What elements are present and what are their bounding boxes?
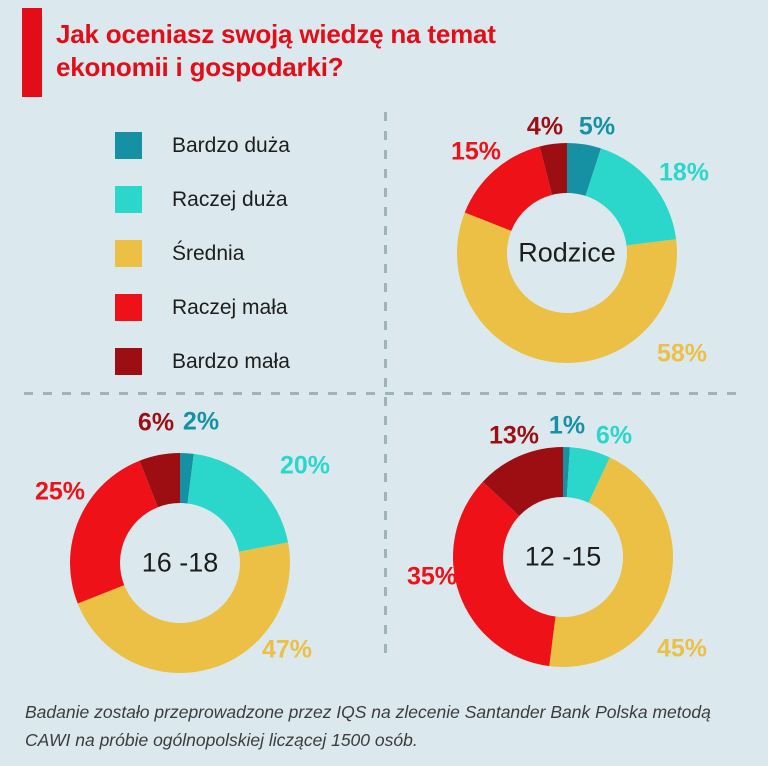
legend-item-srednia: Średnia xyxy=(115,240,290,267)
pct-label-12-15-raczej-duza: 6% xyxy=(595,421,633,450)
pct-label-16-18-raczej-duza: 20% xyxy=(279,451,331,480)
donut-chart-16-18: 16 -18 xyxy=(68,451,292,675)
donut-16-18-center-label: 16 -18 xyxy=(141,547,219,578)
pct-label-12-15-srednia: 45% xyxy=(656,634,708,663)
pct-label-rodzice-raczej-mala: 15% xyxy=(450,137,502,166)
pct-label-16-18-bardzo-mala: 6% xyxy=(137,408,175,437)
pct-label-16-18-bardzo-duza: 2% xyxy=(182,407,220,436)
donut-12-15-center-label: 12 -15 xyxy=(524,541,602,572)
horizontal-dashed-divider xyxy=(24,392,746,395)
legend-label-srednia: Średnia xyxy=(172,241,245,265)
pct-label-16-18-srednia: 47% xyxy=(261,635,313,664)
donut-rodzice-center-label: Rodzice xyxy=(518,237,616,268)
pct-label-12-15-raczej-mala: 35% xyxy=(406,562,458,591)
legend-item-raczej-duza: Raczej duża xyxy=(115,186,290,213)
pct-label-rodzice-bardzo-mala: 4% xyxy=(526,112,564,141)
legend-label-bardzo-duza: Bardzo duża xyxy=(172,133,290,157)
legend-label-raczej-mala: Raczej mała xyxy=(172,295,288,319)
donut-16-18-svg xyxy=(70,453,290,673)
donut-chart-12-15: 12 -15 xyxy=(451,445,675,669)
legend-swatch-raczej-mala xyxy=(115,294,142,321)
legend-swatch-srednia xyxy=(115,240,142,267)
pct-label-16-18-raczej-mala: 25% xyxy=(34,477,86,506)
pct-label-12-15-bardzo-duza: 1% xyxy=(548,411,586,440)
pct-label-rodzice-raczej-duza: 18% xyxy=(658,158,710,187)
legend-swatch-raczej-duza xyxy=(115,186,142,213)
page-title-line2: ekonomii i gospodarki? xyxy=(56,52,344,82)
footer-note-line1: Badanie zostało przeprowadzone przez IQS… xyxy=(25,702,711,722)
donut-12-15-svg xyxy=(453,447,673,667)
legend-item-bardzo-mala: Bardzo mała xyxy=(115,348,290,375)
legend-swatch-bardzo-mala xyxy=(115,348,142,375)
legend-label-raczej-duza: Raczej duża xyxy=(172,187,288,211)
legend-swatch-bardzo-duza xyxy=(115,132,142,159)
chart-legend: Bardzo duża Raczej duża Średnia Raczej m… xyxy=(115,132,290,402)
donut-chart-rodzice: Rodzice xyxy=(455,141,679,365)
page-title-line1: Jak oceniasz swoją wiedzę na temat xyxy=(56,19,496,49)
page-title: Jak oceniasz swoją wiedzę na temat ekono… xyxy=(56,18,496,84)
pct-label-12-15-bardzo-mala: 13% xyxy=(488,421,540,450)
pct-label-rodzice-bardzo-duza: 5% xyxy=(578,112,616,141)
title-accent-bar xyxy=(22,8,42,97)
legend-item-bardzo-duza: Bardzo duża xyxy=(115,132,290,159)
donut-rodzice-svg xyxy=(457,143,677,364)
footer-note-line2: CAWI na próbie ogólnopolskiej liczącej 1… xyxy=(25,730,418,750)
vertical-dashed-divider xyxy=(384,112,387,660)
legend-label-bardzo-mala: Bardzo mała xyxy=(172,349,290,373)
pct-label-rodzice-srednia: 58% xyxy=(656,339,708,368)
legend-item-raczej-mala: Raczej mała xyxy=(115,294,290,321)
footer-note: Badanie zostało przeprowadzone przez IQS… xyxy=(25,698,755,754)
